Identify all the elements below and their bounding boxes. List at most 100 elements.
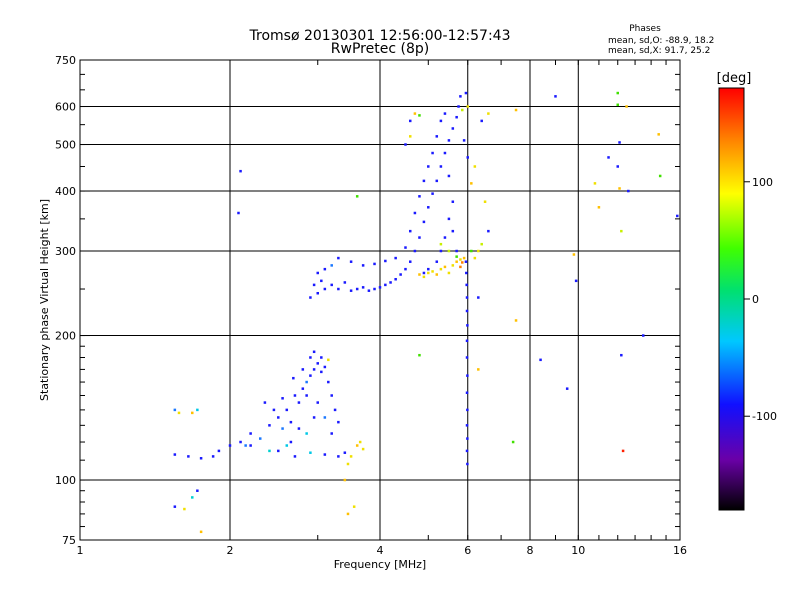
x-tick-label: 16: [673, 544, 687, 557]
scatter-point: [378, 286, 382, 289]
scatter-point: [413, 249, 417, 253]
scatter-point: [293, 455, 297, 458]
scatter-point: [349, 455, 353, 458]
scatter-point: [466, 408, 469, 412]
scatter-point: [404, 143, 407, 146]
scatter-point: [418, 353, 421, 357]
scatter-point: [618, 141, 621, 144]
scatter-point: [451, 229, 455, 233]
scatter-point: [462, 256, 466, 260]
scatter-point: [183, 507, 186, 511]
scatter-point: [621, 449, 625, 453]
scatter-point: [173, 453, 177, 456]
scatter-point: [455, 115, 458, 119]
scatter-point: [337, 287, 340, 291]
scatter-point: [473, 256, 477, 260]
scatter-point: [431, 151, 434, 155]
scatter-point: [422, 275, 426, 279]
x-tick-label: 8: [527, 544, 534, 557]
colorbar-ticks: 100 0 -100: [744, 176, 777, 423]
scatter-point: [627, 189, 630, 193]
scatter-point: [301, 368, 305, 371]
phase-stats-x: mean, sd,X: 91.7, 25.2: [608, 46, 710, 56]
scatter-point: [281, 397, 284, 400]
scatter-point: [367, 289, 371, 292]
scatter-point: [459, 95, 462, 98]
scatter-point: [443, 265, 447, 269]
scatter-point: [443, 151, 447, 155]
scatter-point: [435, 260, 439, 263]
scatter-point: [191, 411, 194, 415]
scatter-point: [466, 105, 469, 108]
y-tick-label: 75: [62, 534, 76, 547]
y-tick-label: 400: [55, 185, 76, 198]
scatter-point: [457, 105, 460, 108]
scatter-point: [658, 174, 662, 178]
scatter-point: [620, 353, 623, 357]
phase-stats-o: mean, sd,O: -88.9, 18.2: [608, 36, 714, 46]
scatter-point: [316, 291, 319, 295]
scatter-point: [323, 453, 327, 456]
scatter-point: [511, 440, 515, 444]
scatter-point: [191, 496, 194, 499]
scatter-point: [330, 264, 333, 267]
scatter-point: [268, 424, 271, 427]
scatter-point: [309, 451, 312, 454]
scatter-point: [305, 380, 308, 384]
scatter-point: [355, 287, 359, 291]
scatter-point: [487, 229, 490, 233]
scatter-point: [268, 449, 271, 453]
scatter-point: [464, 91, 468, 95]
scatter-point: [607, 156, 610, 159]
scatter-point: [597, 206, 601, 209]
scatter-point: [455, 260, 458, 263]
scatter-point: [422, 220, 426, 224]
scatter-point: [404, 246, 407, 249]
scatter-point: [249, 444, 252, 447]
scatter-point: [196, 408, 199, 412]
scatter-point: [293, 394, 297, 397]
scatter-point: [272, 408, 276, 412]
colorbar: [718, 87, 745, 511]
scatter-point: [657, 133, 660, 136]
scatter-point: [465, 296, 469, 299]
scatter-point: [373, 287, 376, 291]
scatter-point: [413, 211, 417, 215]
scatter-point: [466, 156, 469, 159]
scatter-point: [389, 281, 392, 284]
scatter-point: [455, 255, 458, 258]
colorbar-tick-label: 0: [752, 293, 759, 306]
scatter-point: [459, 265, 462, 269]
scatter-point: [418, 195, 421, 198]
scatter-point: [435, 135, 439, 138]
scatter-point: [408, 119, 412, 123]
scatter-point: [301, 387, 305, 390]
scatter-point: [373, 262, 376, 266]
scatter-point: [455, 249, 458, 253]
scatter-point: [289, 420, 293, 424]
scatter-point: [427, 206, 430, 209]
y-tick-label: 600: [55, 101, 76, 114]
scatter-point: [292, 376, 295, 380]
colorbar-tick-label: -100: [752, 410, 777, 423]
scatter-point: [408, 260, 412, 263]
scatter-point: [439, 165, 443, 168]
scatter-point: [451, 127, 455, 130]
scatter-point: [451, 200, 455, 203]
scatter-point: [323, 287, 327, 291]
scatter-point: [616, 103, 619, 107]
scatter-point: [258, 437, 262, 440]
scatter-point: [539, 358, 542, 362]
scatter-point: [177, 411, 181, 415]
scatter-point: [244, 444, 247, 447]
scatter-point: [593, 182, 597, 185]
scatter-point: [616, 165, 619, 168]
scatter-point: [447, 271, 451, 275]
scatter-point: [439, 249, 443, 253]
scatter-point: [461, 261, 464, 264]
scatter-point: [316, 271, 319, 275]
scatter-point: [323, 365, 327, 369]
colorbar-tick-label: 100: [752, 176, 773, 189]
axes: 1 2 4 6 8 10 16 75 100 200 300 400 500 600 750: [55, 54, 687, 557]
scatter-point: [263, 401, 267, 404]
